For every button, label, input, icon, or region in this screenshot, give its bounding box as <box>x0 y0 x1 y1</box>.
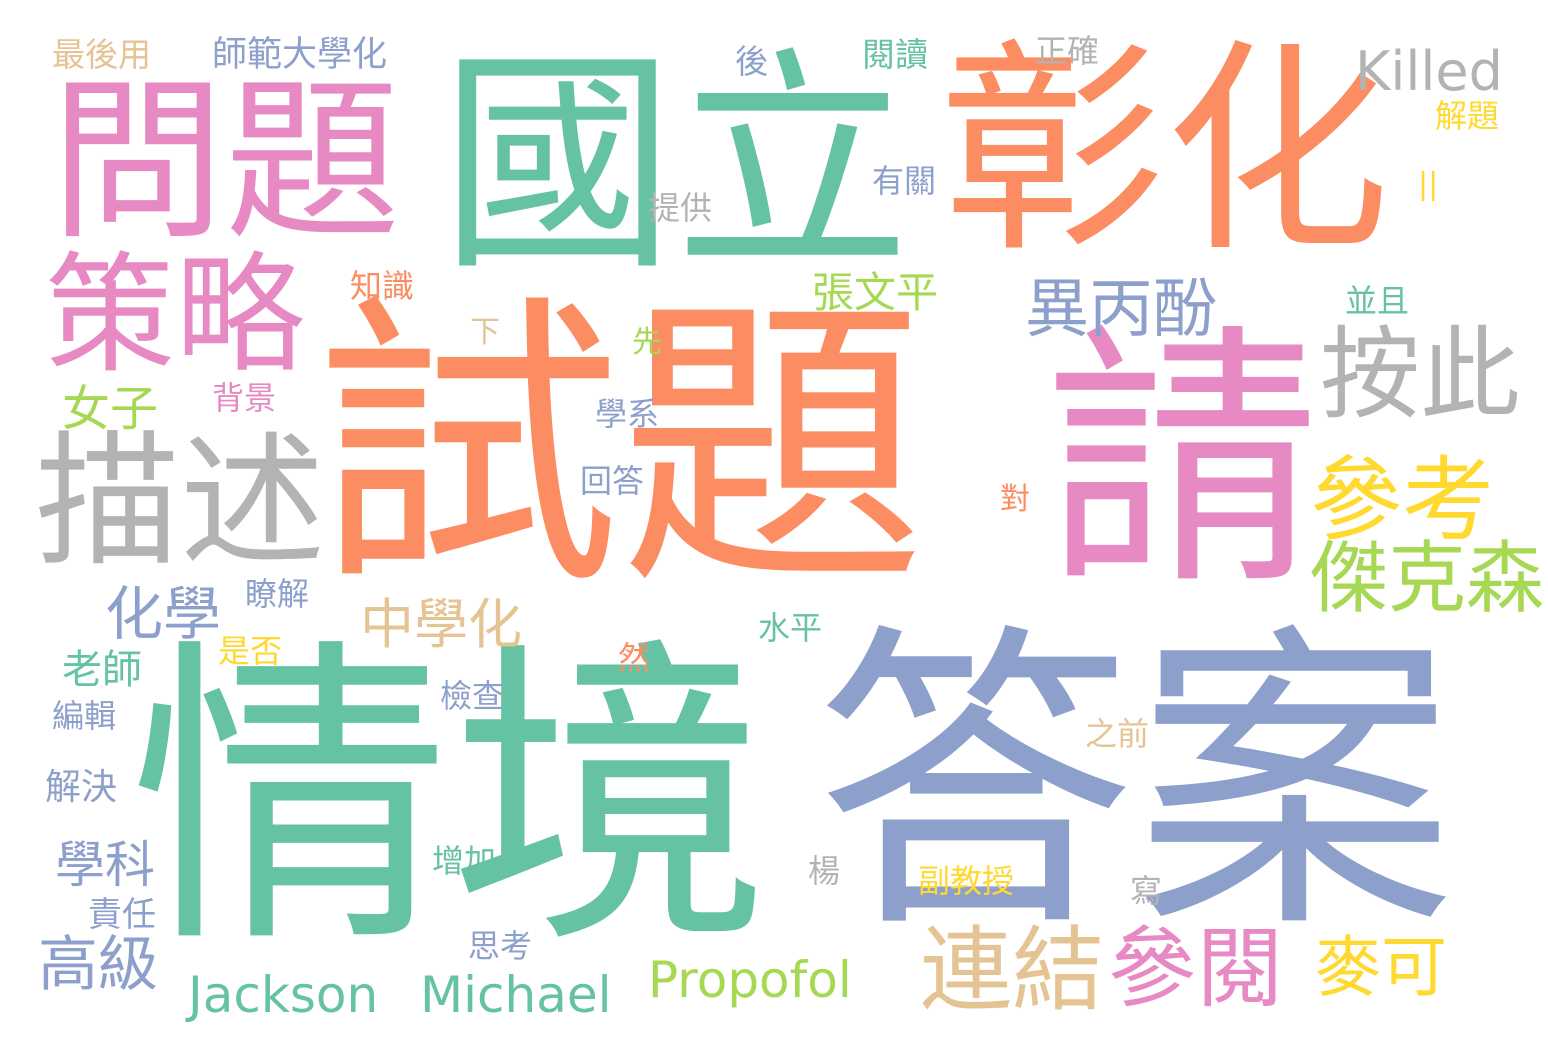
cloud-word-2: 情境 <box>130 614 770 986</box>
cloud-word-27: 老師 <box>62 647 142 693</box>
cloud-word-26: 學科 <box>55 836 155 894</box>
cloud-word-50: 檢查 <box>440 677 505 715</box>
cloud-word-29: 最後用 <box>52 35 151 74</box>
cloud-word-15: 異丙酚 <box>1025 273 1217 347</box>
cloud-word-37: 知識 <box>350 267 415 305</box>
cloud-word-7: 問題 <box>50 61 400 264</box>
cloud-word-24: 女子 <box>62 381 159 437</box>
cloud-word-4: 國立 <box>440 29 910 302</box>
cloud-word-20: 化學 <box>105 580 222 648</box>
cloud-word-44: 對 <box>1000 482 1030 517</box>
cloud-word-21: 中學化 <box>360 593 522 656</box>
cloud-word-47: 水平 <box>758 609 823 647</box>
cloud-word-36: 提供 <box>648 189 713 227</box>
cloud-word-48: 然 <box>618 639 651 677</box>
cloud-word-45: 瞭解 <box>245 575 310 613</box>
cloud-word-9: 描述 <box>35 418 325 587</box>
cloud-word-8: 策略 <box>45 239 306 391</box>
cloud-word-1: 試題 <box>315 270 925 625</box>
cloud-word-19: Propofol <box>648 951 852 1009</box>
cloud-word-34: || <box>1418 167 1439 202</box>
cloud-word-53: 增加 <box>432 842 497 880</box>
cloud-word-30: 後 <box>735 42 768 81</box>
cloud-word-46: 是否 <box>218 632 283 670</box>
cloud-word-11: 參考 <box>1310 447 1495 554</box>
cloud-word-6: 請 <box>1045 302 1320 622</box>
cloud-word-42: 學系 <box>595 395 660 433</box>
cloud-word-28: 師範大學化 <box>212 35 388 75</box>
cloud-word-33: 解題 <box>1435 97 1500 135</box>
cloud-word-52: 解決 <box>45 767 118 808</box>
cloud-word-17: Jackson <box>188 966 379 1024</box>
cloud-word-22: 麥可 <box>1315 929 1447 1006</box>
cloud-word-12: 傑克森 <box>1310 534 1545 624</box>
cloud-word-3: 答案 <box>815 599 1455 971</box>
cloud-word-14: 參閱 <box>1108 917 1285 1020</box>
cloud-word-32: 正確 <box>1035 32 1100 70</box>
cloud-word-41: 背景 <box>212 379 277 417</box>
cloud-word-18: Michael <box>420 966 612 1024</box>
cloud-word-5: 彰化 <box>940 21 1390 283</box>
cloud-word-10: 按此 <box>1320 316 1520 433</box>
cloud-word-58: 思考 <box>468 927 533 965</box>
cloud-word-51: 之前 <box>1085 715 1150 753</box>
cloud-word-39: 下 <box>470 315 500 350</box>
cloud-word-35: 有關 <box>872 162 937 200</box>
cloud-word-56: 寫 <box>1130 872 1163 910</box>
cloud-word-55: 副教授 <box>918 862 1015 900</box>
cloud-word-38: 並且 <box>1345 282 1410 320</box>
cloud-word-25: 張文平 <box>812 268 939 317</box>
cloud-word-49: 編輯 <box>52 697 117 735</box>
cloud-word-40: 先 <box>632 325 662 360</box>
cloud-word-16: Killed <box>1355 40 1503 103</box>
cloud-word-13: 連結 <box>920 917 1105 1024</box>
cloud-word-43: 回答 <box>580 462 645 500</box>
cloud-word-31: 閱讀 <box>862 35 928 74</box>
cloud-word-54: 楊 <box>808 852 841 890</box>
cloud-word-57: 責任 <box>88 895 156 935</box>
cloud-word-23: 高級 <box>38 930 158 1000</box>
